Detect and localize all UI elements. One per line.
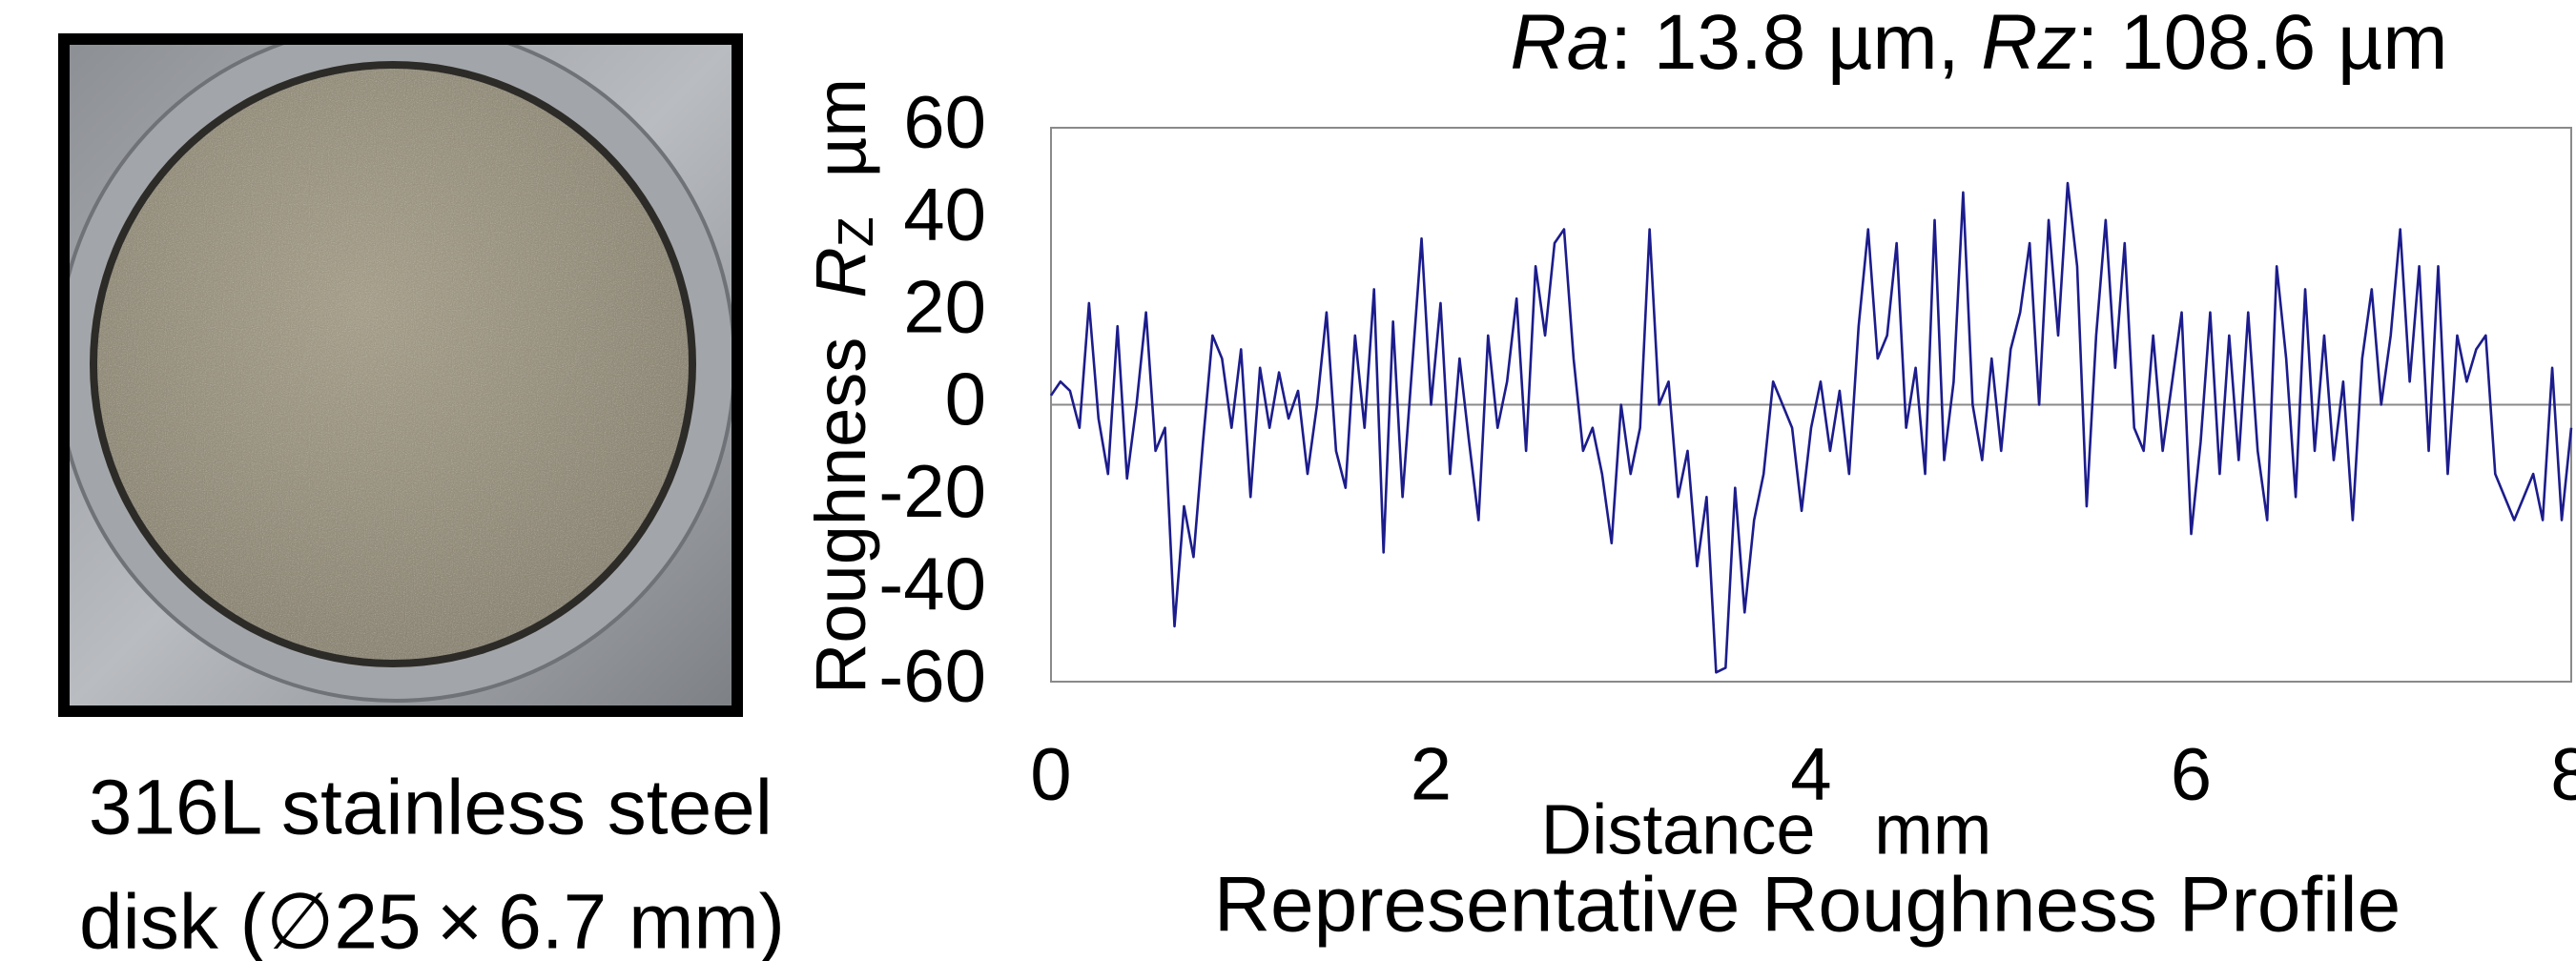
- photo-caption: 316L stainless steel: [89, 765, 773, 851]
- y-tick-label: 40: [903, 172, 986, 256]
- profile-line: [1049, 181, 2573, 674]
- chart-title: Ra: 13.8 µm, Rz: 108.6 µm: [1510, 0, 2447, 86]
- title-part: Ra: [1510, 0, 1610, 86]
- y-tick-label: -60: [878, 634, 986, 718]
- y-label-part: Z: [829, 216, 884, 247]
- y-label-part: Roughness: [801, 298, 880, 695]
- y-label-part: R: [801, 247, 880, 297]
- title-part: : 13.8 µm,: [1610, 0, 1981, 86]
- title-part: : 108.6 µm: [2077, 0, 2448, 86]
- title-part: Rz: [1981, 0, 2076, 86]
- y-tick-label: 0: [945, 357, 986, 440]
- y-label-part: µm: [801, 78, 880, 216]
- y-tick-label: 20: [903, 264, 986, 348]
- chart-subtitle: Representative Roughness Profile: [1214, 862, 2401, 949]
- x-tick-label: 0: [1030, 732, 1071, 816]
- y-axis-label: Roughness RZ µm: [801, 78, 884, 694]
- photo: [58, 33, 743, 717]
- x-axis-label: Distance mm: [1541, 790, 1992, 869]
- x-tick-label: 6: [2171, 732, 2212, 816]
- y-tick-label: -20: [878, 449, 986, 533]
- photo-caption: disk (∅25 × 6.7 mm): [79, 879, 785, 961]
- y-tick-label: 60: [903, 80, 986, 164]
- x-tick-label: 4: [1790, 732, 1831, 816]
- x-tick-label: 2: [1411, 732, 1452, 816]
- x-tick-label: 8: [2550, 732, 2576, 816]
- y-tick-label: -40: [878, 542, 986, 625]
